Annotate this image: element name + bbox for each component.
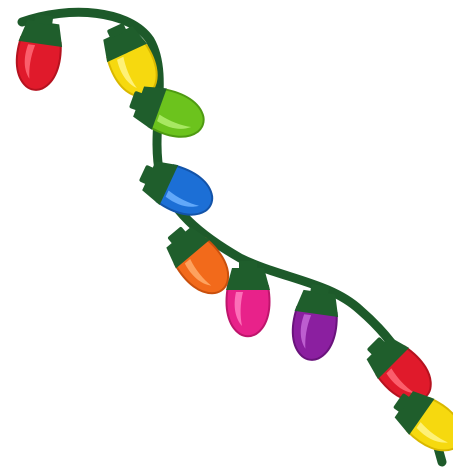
bulb-group <box>15 14 453 452</box>
bulb-6-socket <box>226 268 270 290</box>
bulb-8-socket <box>366 336 410 380</box>
bulb-3-highlight <box>157 114 192 129</box>
bulb-1-socket <box>18 19 63 47</box>
bulb-6-glass <box>225 285 271 338</box>
bulb-8-glass <box>375 345 432 402</box>
bulb-7-highlight <box>300 314 312 349</box>
bulb-9-yellow <box>393 391 453 452</box>
bulb-7-purple <box>291 284 339 361</box>
bulb-6-socket-cap <box>239 261 257 270</box>
bulb-2-yellow <box>103 23 158 98</box>
bulb-9-socket <box>394 391 435 435</box>
bulb-8-highlight <box>386 368 415 394</box>
bulb-9-socket-cap <box>393 393 410 412</box>
bulb-1-red <box>15 14 63 91</box>
bulb-1-socket-cap <box>34 14 54 26</box>
bulb-4-socket-cap <box>139 165 154 185</box>
light-string-wire <box>17 7 447 467</box>
bulb-3-socket-cap <box>129 91 143 111</box>
bulb-5-orange <box>166 227 230 295</box>
bulb-3-green <box>129 86 205 138</box>
bulb-7-socket <box>294 289 339 317</box>
bulb-6-pink <box>225 261 271 338</box>
bulb-3-glass <box>147 87 205 138</box>
bulb-5-glass <box>173 236 230 295</box>
bulb-4-blue <box>139 161 214 216</box>
bulb-5-socket-cap <box>167 227 186 244</box>
bulb-5-socket <box>166 227 210 269</box>
bulb-8-red <box>366 336 432 402</box>
bulb-6-highlight <box>234 292 243 326</box>
bulb-2-socket-cap <box>107 23 127 38</box>
bulb-4-highlight <box>165 190 199 207</box>
bulb-5-highlight <box>184 258 212 286</box>
bulb-9-highlight <box>416 422 448 443</box>
bulb-8-socket-cap <box>367 337 385 355</box>
bulb-7-socket-cap <box>310 284 330 296</box>
bulb-2-highlight <box>117 56 137 89</box>
bulb-1-highlight <box>24 44 36 79</box>
